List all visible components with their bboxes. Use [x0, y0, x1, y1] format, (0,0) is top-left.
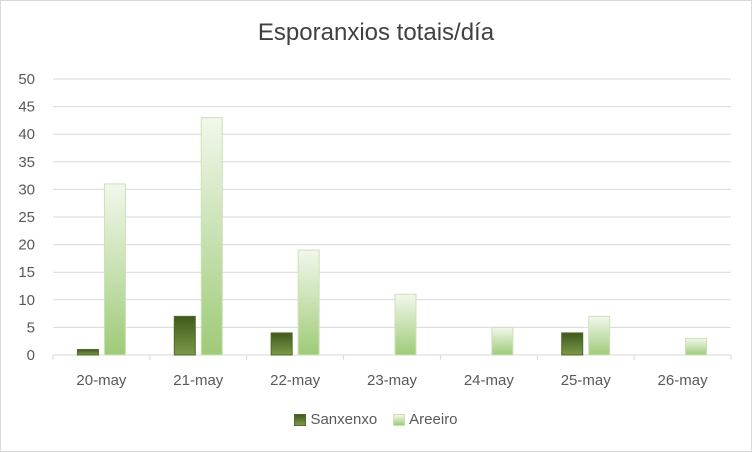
bar-sanxenxo: [173, 315, 196, 356]
gridlines: [52, 78, 732, 360]
y-tick-label: 30: [18, 181, 35, 198]
bar-areeiro: [394, 293, 417, 356]
bar-areeiro: [200, 117, 223, 356]
y-tick-label: 5: [27, 319, 35, 336]
bar-areeiro: [588, 315, 611, 356]
bar-areeiro: [685, 337, 708, 356]
y-tick-label: 45: [18, 99, 35, 116]
y-tick-label: 35: [18, 154, 35, 171]
legend-item-sanxenxo: Sanxenxo: [294, 411, 377, 428]
y-tick-label: 15: [18, 264, 35, 281]
y-tick-label: 25: [18, 209, 35, 226]
legend-item-areeiro: Areeiro: [393, 411, 458, 428]
y-axis-ticks: 0 5 10 15 20 25 30 35 40 45 50: [18, 71, 35, 364]
bar-sanxenxo: [76, 348, 99, 356]
chart-title: Esporanxios totais/día: [257, 19, 495, 46]
bar-sanxenxo: [270, 332, 293, 356]
bar-areeiro: [297, 249, 320, 356]
y-tick-label: 0: [27, 347, 35, 364]
y-tick-label: 20: [18, 237, 35, 254]
bar-areeiro: [103, 183, 126, 356]
y-tick-label: 40: [18, 126, 35, 143]
x-tick-label: 21-may: [173, 372, 224, 389]
x-tick-label: 20-may: [76, 372, 127, 389]
bars: [76, 117, 708, 356]
y-tick-label: 50: [18, 71, 35, 88]
x-axis-ticks: 20-may 21-may 22-may 23-may 24-may 25-may 26-m…: [76, 372, 708, 389]
legend-label: Areeiro: [409, 411, 458, 428]
legend-label: Sanxenxo: [310, 411, 378, 428]
legend-swatch: [294, 413, 307, 426]
x-tick-label: 22-may: [270, 372, 321, 389]
x-tick-label: 26-may: [658, 372, 709, 389]
bar-sanxenxo: [561, 332, 584, 356]
x-tick-label: 24-may: [464, 372, 515, 389]
y-tick-label: 10: [18, 292, 35, 309]
x-tick-label: 23-may: [367, 372, 418, 389]
x-tick-label: 25-may: [561, 372, 612, 389]
legend: Sanxenxo Areeiro: [1, 411, 751, 428]
bar-areeiro: [491, 326, 514, 356]
legend-swatch: [393, 413, 406, 426]
